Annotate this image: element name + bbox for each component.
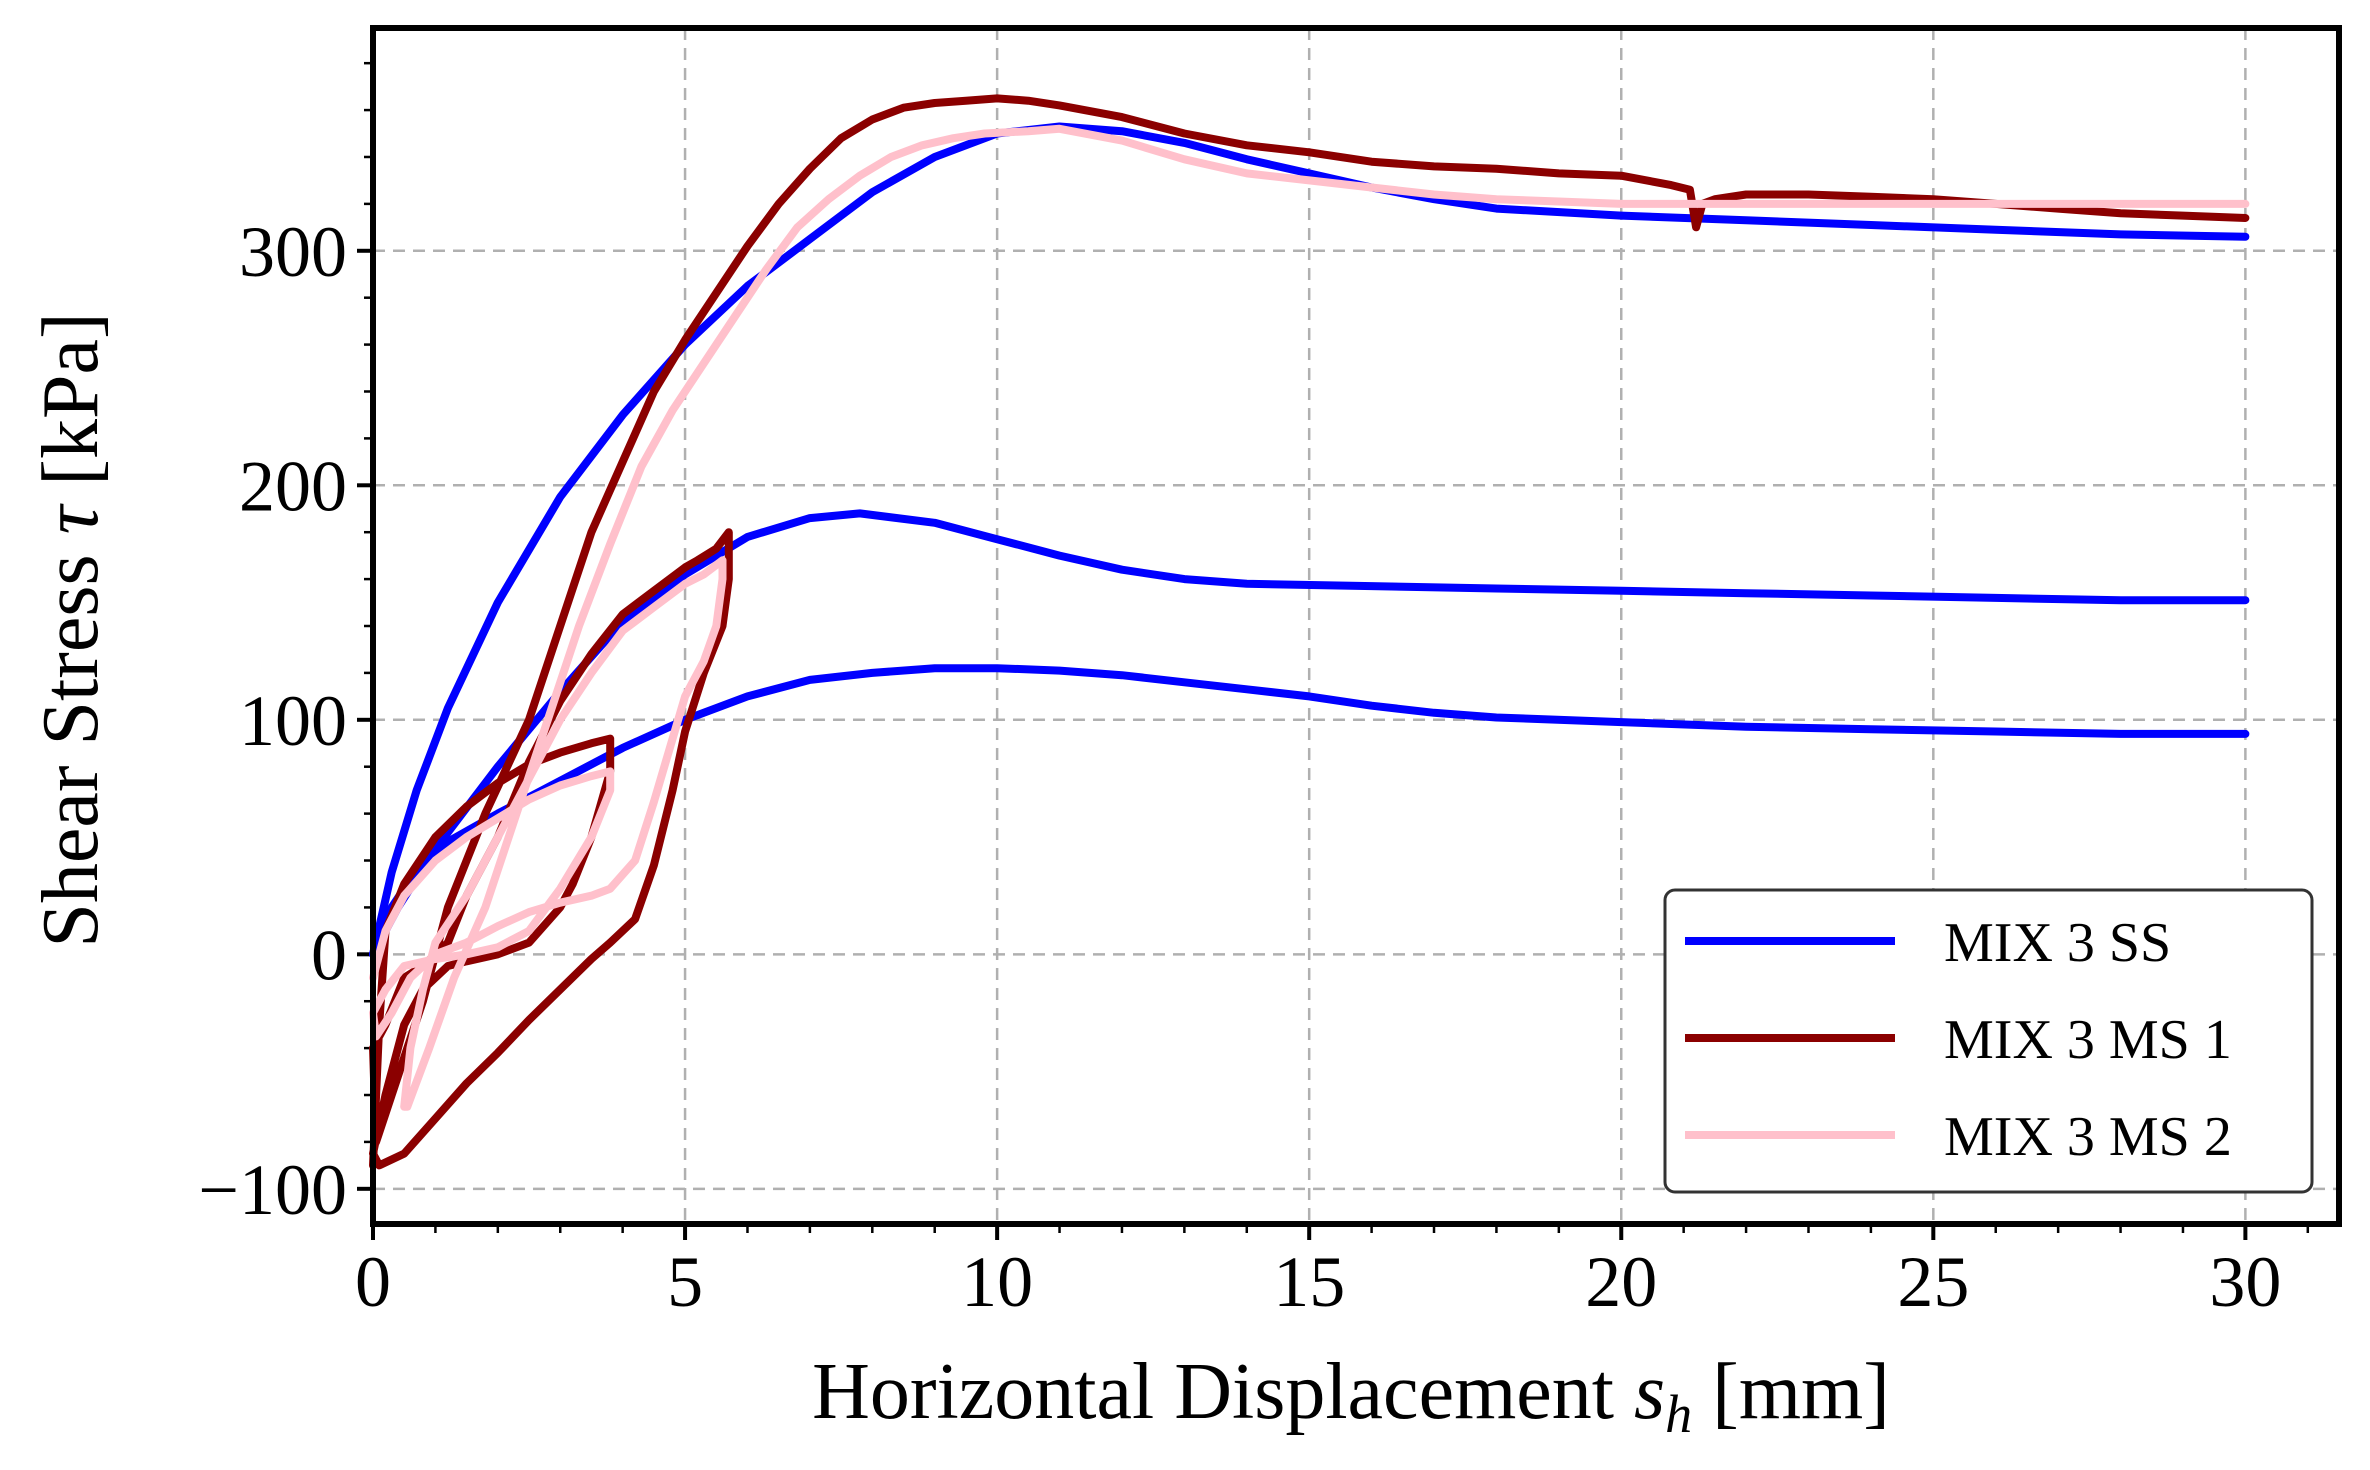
x-tick-label: 10 bbox=[961, 1242, 1033, 1322]
plot-frame bbox=[370, 25, 2342, 1227]
x-tick-label: 5 bbox=[667, 1242, 703, 1322]
y-axis-label: Shear Stress τ [kPa] bbox=[27, 312, 115, 947]
legend-label-mix-3-ms-2: MIX 3 MS 2 bbox=[1944, 1106, 2232, 1168]
y-tick-label: 300 bbox=[239, 212, 347, 292]
x-tick-label: 30 bbox=[2209, 1242, 2281, 1322]
grid-lines bbox=[371, 28, 2339, 1224]
legend-items: MIX 3 SS MIX 3 MS 1 MIX 3 MS 2 bbox=[1685, 912, 2232, 1168]
y-tick-labels: −100 0 100 200 300 bbox=[198, 212, 347, 1230]
y-tick-label: −100 bbox=[198, 1150, 347, 1230]
x-tick-label: 25 bbox=[1897, 1242, 1969, 1322]
x-tick-label: 15 bbox=[1273, 1242, 1345, 1322]
y-tick-label: 0 bbox=[311, 915, 347, 995]
legend-label-mix-3-ms-1: MIX 3 MS 1 bbox=[1944, 1009, 2232, 1071]
x-axis-label: Horizontal Displacement sh [mm] bbox=[812, 1348, 1890, 1444]
series-line-mix-3-ms-2 bbox=[369, 124, 2250, 1111]
y-tick-label: 200 bbox=[239, 446, 347, 526]
x-tick-label: 0 bbox=[355, 1242, 391, 1322]
legend: MIX 3 SS MIX 3 MS 1 MIX 3 MS 2 bbox=[1663, 888, 2314, 1194]
x-tick-labels: 0 5 10 15 20 25 30 bbox=[355, 1242, 2281, 1322]
legend-frame bbox=[1663, 888, 2314, 1194]
legend-label-mix-3-ss: MIX 3 SS bbox=[1944, 912, 2171, 974]
y-tick-label: 100 bbox=[239, 681, 347, 761]
series-lines bbox=[369, 94, 2250, 1170]
x-tick-label: 20 bbox=[1585, 1242, 1657, 1322]
